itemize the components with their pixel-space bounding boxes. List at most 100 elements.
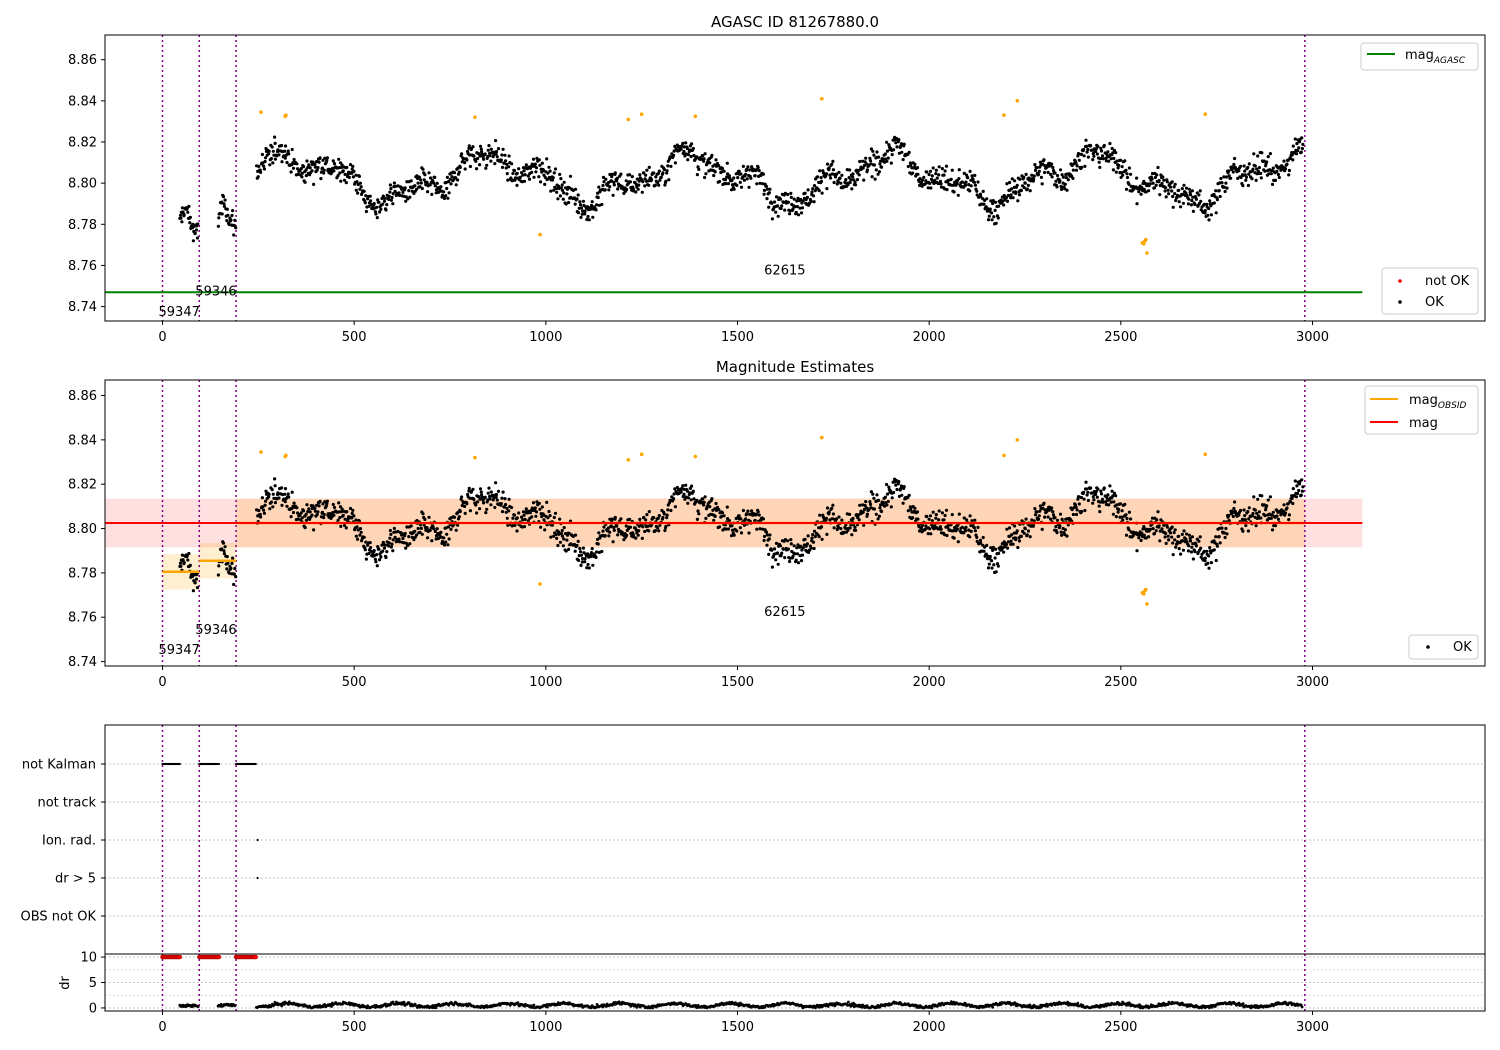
data-point-ok <box>843 181 848 185</box>
data-point-ok <box>944 508 949 512</box>
data-point-ok <box>579 553 584 557</box>
data-point-ok <box>1015 183 1019 187</box>
data-point-ok <box>1277 175 1281 180</box>
data-point-ok <box>1252 152 1256 156</box>
data-point-ok <box>456 523 460 527</box>
data-point-ok <box>1139 538 1143 543</box>
data-point-ok <box>1058 512 1063 516</box>
data-point-ok <box>664 179 668 183</box>
data-point-ok <box>348 163 353 167</box>
data-point-ok <box>397 537 401 541</box>
data-point-ok <box>982 202 986 206</box>
data-point-ok <box>382 199 387 203</box>
data-point-ok <box>374 560 378 564</box>
data-point-ok <box>304 518 308 523</box>
data-point-ok <box>608 517 612 521</box>
data-point-ok <box>407 535 411 539</box>
data-point-ok <box>420 532 424 536</box>
data-point-ok <box>409 179 413 183</box>
data-point-ok <box>864 500 868 504</box>
data-point-ok <box>1205 202 1209 206</box>
data-point-ok <box>755 182 759 186</box>
data-point-ok <box>820 191 824 195</box>
data-point-ok <box>1227 519 1231 523</box>
data-point-ok <box>624 524 628 528</box>
data-point-ok <box>419 178 423 182</box>
data-point-ok <box>720 170 724 174</box>
data-point-ok <box>1114 151 1118 155</box>
data-point-ok <box>1033 513 1038 517</box>
data-point-ok <box>837 515 841 519</box>
data-point-ok <box>672 149 676 153</box>
data-point-ok <box>884 501 888 505</box>
data-point-ok <box>448 177 452 181</box>
data-point-ok <box>886 156 890 160</box>
data-point-ok <box>403 531 407 536</box>
data-point-ok <box>786 547 791 551</box>
data-point-ok <box>965 518 969 522</box>
data-point-ok <box>323 156 327 160</box>
data-point-ok <box>506 178 510 182</box>
y-tick-label: 8.76 <box>68 259 97 274</box>
data-point-ok <box>922 175 926 179</box>
data-point-ok <box>413 184 417 188</box>
data-point-ok <box>957 512 961 516</box>
data-point-ok <box>765 533 770 537</box>
data-point-ok <box>1244 175 1249 179</box>
data-point-ok <box>515 516 519 520</box>
data-point-ok <box>444 526 448 530</box>
data-point-ok <box>1224 181 1228 185</box>
data-point-ok <box>488 154 492 158</box>
data-point-ok <box>1220 181 1224 185</box>
data-point-ok <box>378 210 382 214</box>
data-point-ok <box>313 162 317 166</box>
data-point-ok <box>439 530 443 535</box>
data-point-ok <box>1119 502 1123 506</box>
data-point-ok <box>991 545 995 550</box>
data-point-ok <box>1220 526 1224 530</box>
data-point-ok <box>1009 193 1013 197</box>
data-point-ok <box>879 159 883 163</box>
data-point-outlier <box>639 112 644 116</box>
data-point-ok <box>844 178 848 182</box>
data-point-ok <box>720 166 725 171</box>
dr-point <box>580 1003 584 1007</box>
data-point-ok <box>578 546 582 551</box>
data-point-ok <box>931 510 935 514</box>
data-point-ok <box>463 504 467 508</box>
data-point-ok <box>520 171 524 175</box>
data-point-ok <box>222 204 226 208</box>
y-tick-label: 8.78 <box>68 218 97 233</box>
data-point-ok <box>283 144 288 148</box>
data-point-ok <box>495 498 499 502</box>
data-point-ok <box>308 166 312 170</box>
data-point-ok <box>732 176 736 180</box>
data-point-ok <box>354 534 358 538</box>
data-point-ok <box>758 527 762 531</box>
data-point-ok <box>647 165 651 169</box>
data-point-ok <box>692 153 696 158</box>
data-point-ok <box>513 523 517 528</box>
data-point-ok <box>481 498 485 502</box>
data-point-ok <box>661 515 665 520</box>
data-point-ok <box>825 187 829 191</box>
data-point-ok <box>1150 171 1155 176</box>
legend-label-ok: OK <box>1453 640 1472 655</box>
data-point-ok <box>708 161 712 165</box>
data-point-ok <box>1185 532 1189 536</box>
data-point-ok <box>757 169 761 173</box>
data-point-ok <box>408 542 412 546</box>
data-point-ok <box>1060 187 1064 191</box>
data-point-ok <box>580 212 584 216</box>
data-point-ok <box>1107 159 1111 163</box>
data-point-ok <box>304 168 308 172</box>
data-point-ok <box>433 529 437 534</box>
data-point-ok <box>295 506 299 510</box>
data-point-ok <box>458 165 462 169</box>
data-point-ok <box>1166 188 1170 192</box>
data-point-ok <box>578 550 583 554</box>
data-point-ok <box>1179 205 1183 209</box>
data-point-ok <box>299 511 303 515</box>
data-point-ok <box>1170 180 1174 184</box>
